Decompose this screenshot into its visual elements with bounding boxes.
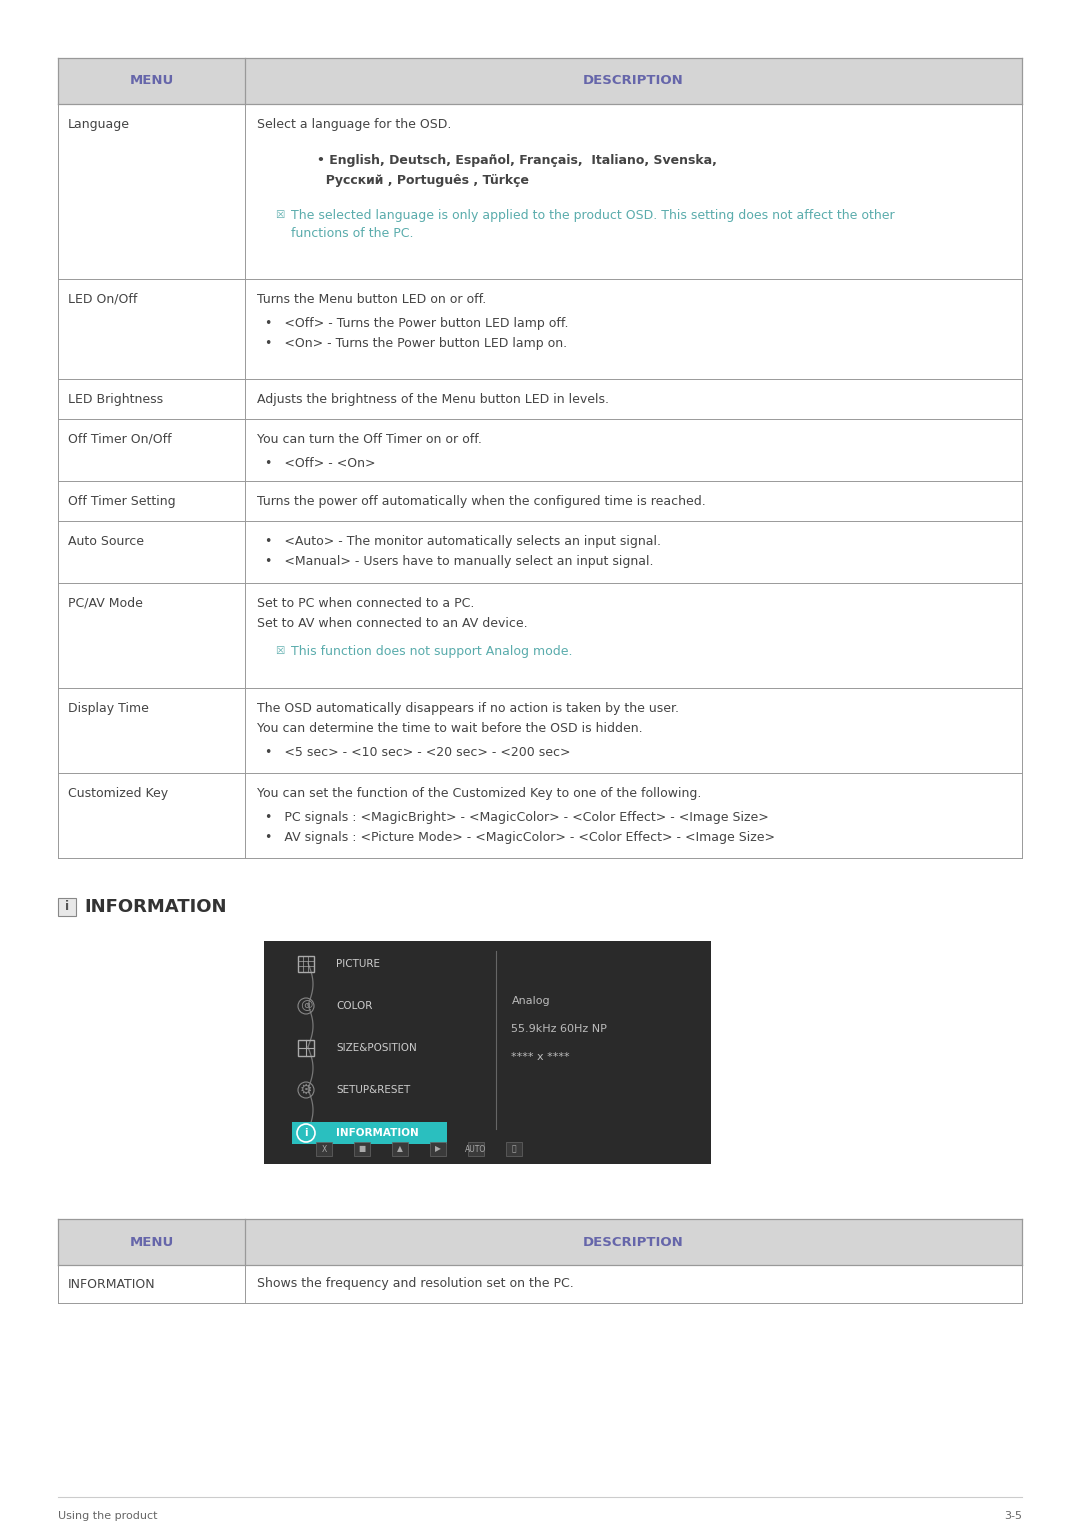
Text: You can set the function of the Customized Key to one of the following.: You can set the function of the Customiz… xyxy=(257,786,701,800)
Bar xyxy=(298,956,314,973)
Text: Off Timer On/Off: Off Timer On/Off xyxy=(68,434,172,446)
Bar xyxy=(430,1142,446,1156)
Text: @: @ xyxy=(300,1000,312,1012)
Bar xyxy=(292,1122,447,1144)
Text: i: i xyxy=(65,901,69,913)
Text: Turns the power off automatically when the configured time is reached.: Turns the power off automatically when t… xyxy=(257,495,705,508)
Text: Off Timer Setting: Off Timer Setting xyxy=(68,495,176,508)
Text: •   <5 sec> - <10 sec> - <20 sec> - <200 sec>: • <5 sec> - <10 sec> - <20 sec> - <200 s… xyxy=(265,747,570,759)
Bar xyxy=(58,1219,1022,1264)
Bar xyxy=(468,1142,484,1156)
Text: •   <Off> - Turns the Power button LED lamp off.: • <Off> - Turns the Power button LED lam… xyxy=(265,318,568,330)
Text: The OSD automatically disappears if no action is taken by the user.: The OSD automatically disappears if no a… xyxy=(257,702,679,715)
Text: INFORMATION: INFORMATION xyxy=(84,898,227,916)
Text: Language: Language xyxy=(68,118,130,131)
Text: ☒: ☒ xyxy=(275,211,284,220)
Text: You can turn the Off Timer on or off.: You can turn the Off Timer on or off. xyxy=(257,434,482,446)
Text: DESCRIPTION: DESCRIPTION xyxy=(583,1235,684,1249)
Bar xyxy=(298,1040,314,1057)
Text: Shows the frequency and resolution set on the PC.: Shows the frequency and resolution set o… xyxy=(257,1278,573,1290)
Text: MENU: MENU xyxy=(130,75,174,87)
Text: i: i xyxy=(305,1128,308,1139)
Text: AUTO: AUTO xyxy=(465,1145,487,1153)
Text: COLOR: COLOR xyxy=(336,1002,373,1011)
Text: LED On/Off: LED On/Off xyxy=(68,293,137,305)
Text: •   PC signals : <MagicBright> - <MagicColor> - <Color Effect> - <Image Size>: • PC signals : <MagicBright> - <MagicCol… xyxy=(265,811,769,825)
Text: SETUP&RESET: SETUP&RESET xyxy=(336,1086,410,1095)
Text: •   <Off> - <On>: • <Off> - <On> xyxy=(265,457,376,470)
Text: ☒: ☒ xyxy=(275,646,284,657)
Text: The selected language is only applied to the product OSD. This setting does not : The selected language is only applied to… xyxy=(291,209,894,221)
Text: ⏻: ⏻ xyxy=(512,1145,516,1153)
Text: INFORMATION: INFORMATION xyxy=(68,1278,156,1290)
Text: functions of the PC.: functions of the PC. xyxy=(291,228,414,240)
Text: • English, Deutsch, Español, Français,  Italiano, Svenska,: • English, Deutsch, Español, Français, I… xyxy=(318,154,717,166)
Text: X: X xyxy=(322,1145,326,1153)
Text: ■: ■ xyxy=(359,1145,366,1153)
Text: **** x ****: **** x **** xyxy=(512,1052,570,1061)
Text: Set to AV when connected to an AV device.: Set to AV when connected to an AV device… xyxy=(257,617,528,631)
Bar xyxy=(507,1142,522,1156)
Text: MENU: MENU xyxy=(130,1235,174,1249)
Bar xyxy=(392,1142,408,1156)
Text: ▶: ▶ xyxy=(435,1145,441,1153)
Text: 3-5: 3-5 xyxy=(1004,1512,1022,1521)
Text: Customized Key: Customized Key xyxy=(68,786,168,800)
Bar xyxy=(58,58,1022,104)
Text: This function does not support Analog mode.: This function does not support Analog mo… xyxy=(291,644,572,658)
Bar xyxy=(264,941,711,1164)
Text: ⚙: ⚙ xyxy=(300,1083,312,1096)
Text: PC/AV Mode: PC/AV Mode xyxy=(68,597,143,609)
Bar xyxy=(58,898,76,916)
Text: You can determine the time to wait before the OSD is hidden.: You can determine the time to wait befor… xyxy=(257,722,643,734)
Text: DESCRIPTION: DESCRIPTION xyxy=(583,75,684,87)
Text: •   <Manual> - Users have to manually select an input signal.: • <Manual> - Users have to manually sele… xyxy=(265,554,653,568)
Text: Display Time: Display Time xyxy=(68,702,149,715)
Text: •   <Auto> - The monitor automatically selects an input signal.: • <Auto> - The monitor automatically sel… xyxy=(265,534,661,548)
Text: Auto Source: Auto Source xyxy=(68,534,144,548)
Text: Set to PC when connected to a PC.: Set to PC when connected to a PC. xyxy=(257,597,474,609)
Text: INFORMATION: INFORMATION xyxy=(336,1128,419,1139)
Text: Adjusts the brightness of the Menu button LED in levels.: Adjusts the brightness of the Menu butto… xyxy=(257,392,609,406)
Text: Using the product: Using the product xyxy=(58,1512,158,1521)
Text: Analog: Analog xyxy=(512,996,550,1006)
Bar xyxy=(354,1142,370,1156)
Text: SIZE&POSITION: SIZE&POSITION xyxy=(336,1043,417,1054)
Text: Turns the Menu button LED on or off.: Turns the Menu button LED on or off. xyxy=(257,293,486,305)
Text: Русский , Português , Türkçe: Русский , Português , Türkçe xyxy=(318,174,529,186)
Text: Select a language for the OSD.: Select a language for the OSD. xyxy=(257,118,451,131)
Bar xyxy=(316,1142,332,1156)
Text: •   <On> - Turns the Power button LED lamp on.: • <On> - Turns the Power button LED lamp… xyxy=(265,337,567,350)
Text: LED Brightness: LED Brightness xyxy=(68,392,163,406)
Circle shape xyxy=(297,1124,315,1142)
Text: PICTURE: PICTURE xyxy=(336,959,380,970)
Text: •   AV signals : <Picture Mode> - <MagicColor> - <Color Effect> - <Image Size>: • AV signals : <Picture Mode> - <MagicCo… xyxy=(265,831,775,844)
Text: 55.9kHz 60Hz NP: 55.9kHz 60Hz NP xyxy=(512,1025,607,1034)
Text: ▲: ▲ xyxy=(397,1145,403,1153)
